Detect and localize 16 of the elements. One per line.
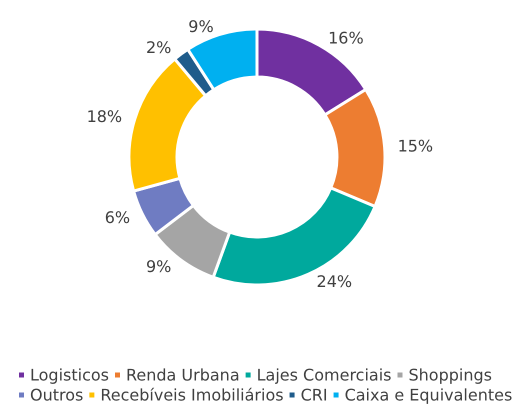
data-label: 6%: [104, 208, 130, 227]
legend-label: Shoppings: [408, 366, 492, 384]
data-label: 2%: [146, 38, 172, 57]
data-label: 24%: [316, 272, 352, 292]
data-label: 18%: [86, 107, 122, 126]
legend-label: Renda Urbana: [126, 366, 240, 384]
legend-label: CRI: [300, 386, 328, 404]
data-label: 9%: [188, 17, 214, 36]
legend-label: Lajes Comerciais: [256, 366, 392, 384]
legend-label: Caixa e Equivalentes: [344, 386, 512, 404]
legend-label: Outros: [30, 386, 84, 404]
data-label: 15%: [398, 136, 434, 156]
legend-label: Recebíveis Imobiliários: [100, 386, 284, 404]
data-label: 16%: [328, 28, 364, 48]
data-label: 9%: [146, 257, 172, 276]
legend-label: Logisticos: [30, 366, 109, 384]
